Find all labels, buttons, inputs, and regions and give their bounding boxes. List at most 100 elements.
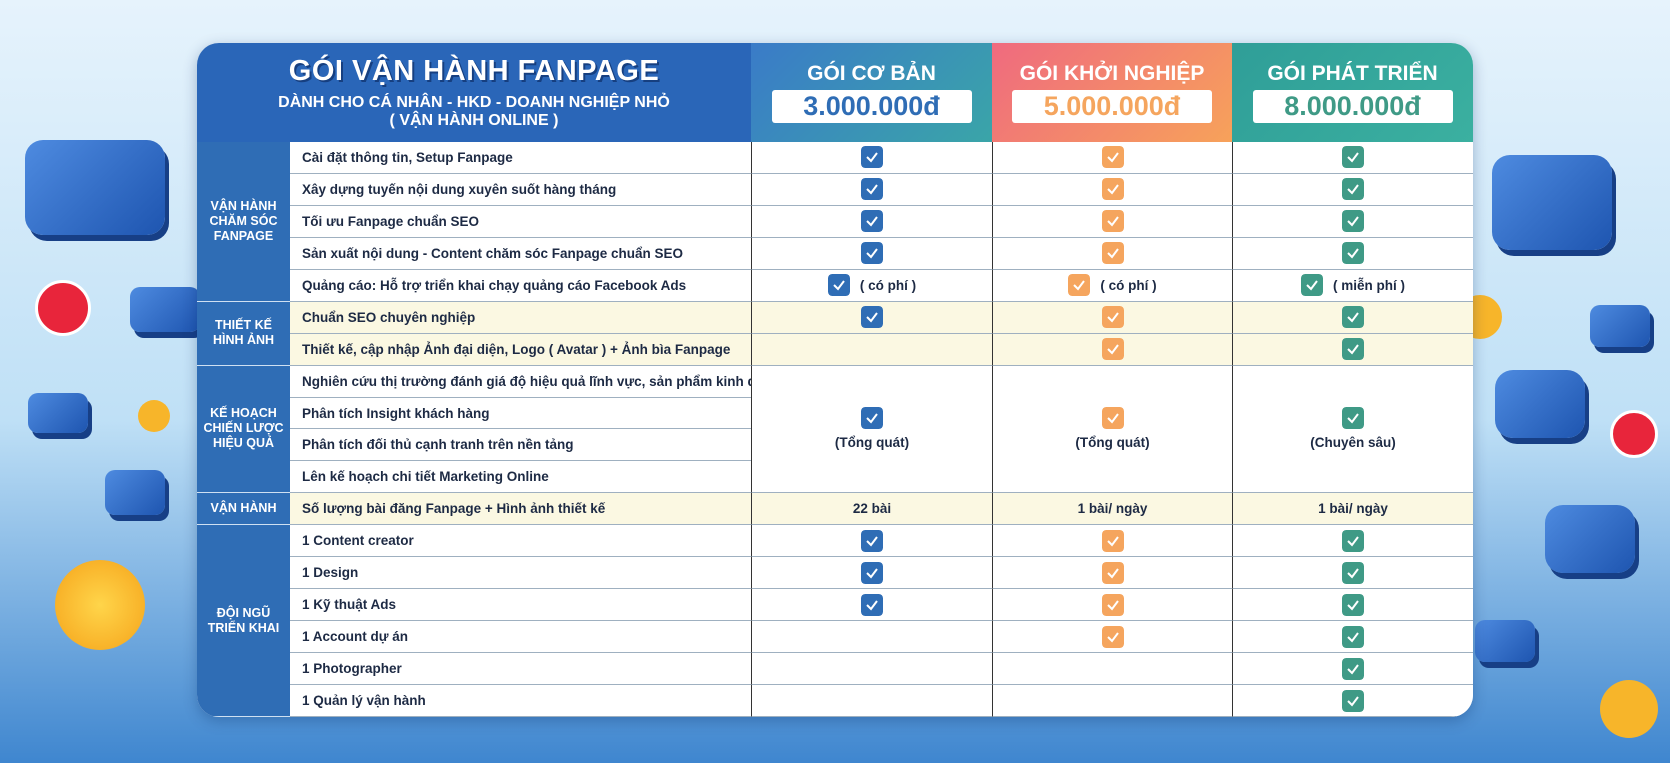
title: GÓI VẬN HÀNH FANPAGE: [288, 55, 660, 87]
plan-cell: [751, 621, 992, 654]
plan-cell: [1232, 142, 1473, 174]
plan-cell: [992, 685, 1232, 717]
check-icon: [1101, 146, 1124, 169]
cell-note: ( có phí ): [1100, 277, 1157, 293]
plan-price: 3.000.000đ: [771, 90, 972, 123]
plan-header: GÓI PHÁT TRIỂN 8.000.000đ: [1232, 43, 1473, 142]
check-icon: [1342, 146, 1364, 169]
check-icon: [1068, 274, 1091, 297]
check-icon: [1342, 242, 1364, 265]
plan-cell: [751, 525, 992, 558]
plan-cell: [1232, 653, 1473, 686]
check-icon: [1342, 210, 1364, 233]
group-label-line: HIỆU QUẢ: [212, 436, 275, 451]
check-icon: [1101, 338, 1124, 361]
check-icon: [861, 306, 883, 329]
plan-cell: 1 bài/ ngày: [992, 493, 1232, 526]
home-icon: [1590, 305, 1650, 347]
plan-cell-merged: (Tổng quát): [751, 365, 992, 494]
check-icon: [1342, 625, 1364, 648]
check-icon: [1342, 338, 1364, 361]
plan-cell: [992, 237, 1232, 270]
group-label-line: HÌNH ẢNH: [212, 333, 275, 348]
plan-cell: [992, 301, 1232, 334]
check-icon: [1101, 625, 1124, 648]
cell-text: 22 bài: [852, 501, 892, 517]
check-icon: [861, 178, 883, 201]
plan-cell: [751, 301, 992, 334]
check-icon: [1101, 593, 1124, 616]
plan-cell: [751, 653, 992, 686]
feature: Lên kế hoạch chi tiết Marketing Online: [290, 461, 751, 494]
plan-cell: [992, 142, 1232, 174]
plan-cell: [1232, 685, 1473, 717]
plan-cell: [751, 237, 992, 270]
group-label-line: VẬN HÀNH: [210, 501, 277, 516]
check-icon: [1342, 561, 1364, 584]
check-icon: [1342, 178, 1364, 201]
group-label: KẾ HOẠCH CHIẾN LƯỢC HIỆU QUẢ: [197, 365, 290, 494]
group-label-line: CHIẾN LƯỢC: [203, 421, 284, 436]
plan-cell: [992, 557, 1232, 590]
check-icon: [861, 561, 883, 584]
check-icon: [1101, 306, 1124, 329]
check-icon: [861, 242, 883, 265]
group-label-line: KẾ HOẠCH: [210, 406, 277, 421]
feature: 1 Account dự án: [290, 621, 751, 654]
check-icon: [861, 210, 883, 233]
check-icon: [1101, 242, 1124, 265]
check-icon: [1342, 529, 1364, 552]
plan-cell: ( có phí ): [992, 269, 1232, 302]
check-icon: [1301, 274, 1323, 297]
check-icon: [861, 146, 883, 169]
plan-cell: [992, 205, 1232, 238]
cell-note: (Chuyên sâu): [1310, 435, 1396, 451]
subtitle-note: ( VẬN HÀNH ONLINE ): [389, 112, 559, 129]
cell-note: (Tổng quát): [834, 435, 910, 451]
plan-price: 8.000.000đ: [1252, 90, 1453, 123]
heart-bubble-icon: [1545, 505, 1635, 573]
feature: Số lượng bài đăng Fanpage + Hình ảnh thi…: [290, 493, 751, 526]
care-emoji: [1600, 680, 1658, 738]
plan-cell: ( miễn phí ): [1232, 269, 1473, 302]
check-icon: [1342, 593, 1364, 616]
messenger-icon: [25, 140, 165, 235]
laugh-emoji: [138, 400, 170, 432]
plan-cell: [992, 173, 1232, 206]
group-label: VẬN HÀNH: [197, 493, 290, 526]
share-icon: [28, 393, 88, 433]
pricing-table: GÓI VẬN HÀNH FANPAGE DÀNH CHO CÁ NHÂN - H…: [197, 43, 1473, 717]
check-icon: [861, 407, 883, 430]
feature: Thiết kế, cập nhập Ảnh đại diện, Logo ( …: [290, 333, 751, 366]
group-label: THIẾT KẾ HÌNH ẢNH: [197, 301, 290, 366]
cell-note: ( miễn phí ): [1333, 277, 1405, 293]
check-icon: [1101, 529, 1124, 552]
plan-cell: [1232, 173, 1473, 206]
plan-cell: [751, 173, 992, 206]
subtitle: DÀNH CHO CÁ NHÂN - HKD - DOANH NGHIỆP NH…: [278, 94, 670, 111]
feature: Tối ưu Fanpage chuẩn SEO: [290, 205, 751, 238]
feature: 1 Photographer: [290, 653, 751, 686]
group-label: ĐỘI NGŨ TRIỂN KHAI: [197, 525, 290, 717]
group-label-line: THIẾT KẾ: [215, 318, 272, 333]
plan-cell: [751, 142, 992, 174]
plan-cell-merged: (Tổng quát): [992, 365, 1232, 494]
check-icon: [1342, 407, 1364, 430]
group-label-line: ĐỘI NGŨ: [216, 605, 271, 620]
group-label: VẬN HÀNH CHĂM SÓC FANPAGE: [197, 142, 290, 302]
feature: Phân tích Insight khách hàng: [290, 397, 751, 430]
bell-icon: [1495, 370, 1585, 438]
feature: Cài đặt thông tin, Setup Fanpage: [290, 142, 751, 174]
plan-cell: 1 bài/ ngày: [1232, 493, 1473, 526]
plan-cell: [751, 205, 992, 238]
feature: 1 Kỹ thuật Ads: [290, 589, 751, 622]
feature: Nghiên cứu thị trường đánh giá độ hiệu q…: [290, 365, 788, 398]
plan-cell: 22 bài: [751, 493, 992, 526]
check-icon: [861, 593, 883, 616]
cell-note: ( có phí ): [859, 277, 917, 293]
plan-cell: [751, 557, 992, 590]
feature: Phân tích đối thủ cạnh tranh trên nền tả…: [290, 429, 751, 462]
feature: Chuẩn SEO chuyên nghiệp: [290, 301, 751, 334]
plan-cell: [992, 653, 1232, 686]
